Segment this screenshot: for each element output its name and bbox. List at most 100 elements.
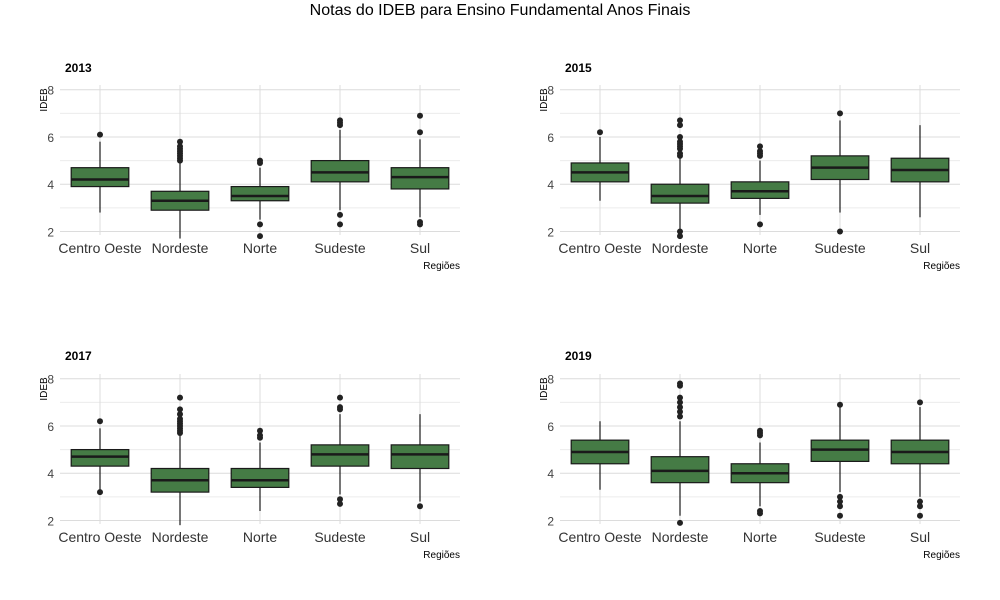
outlier-point (677, 404, 683, 411)
outlier-point (757, 143, 763, 150)
outlier-point (337, 404, 343, 411)
panel-title: 2019 (565, 349, 592, 363)
outlier-point (417, 503, 423, 510)
outlier-point (917, 503, 923, 510)
box-iqr (230, 467, 290, 488)
y-tick-label: 6 (547, 131, 554, 145)
box-norte (730, 143, 790, 228)
outlier-point (757, 221, 763, 228)
outlier-point (837, 498, 843, 505)
outlier-point (97, 418, 103, 425)
outlier-point (677, 138, 683, 145)
outlier-point (677, 150, 683, 157)
outlier-point (837, 401, 843, 408)
y-axis-label: IDEB (39, 88, 50, 112)
box-iqr (390, 444, 450, 470)
y-tick-label: 2 (547, 514, 554, 528)
box-sudeste (810, 110, 870, 235)
outlier-point (597, 129, 603, 136)
box-iqr (70, 167, 130, 188)
outlier-point (97, 489, 103, 496)
panel-2017: 2 4 6 8 2017 IDEB Regiões Centro Oeste Nordeste N… (39, 349, 460, 561)
x-tick-label: Nordeste (152, 240, 209, 256)
outlier-point (337, 394, 343, 401)
outlier-point (757, 427, 763, 434)
y-tick-label: 2 (547, 225, 554, 239)
box-centro-oeste (70, 131, 130, 213)
box-iqr (650, 183, 710, 204)
outlier-point (917, 512, 923, 519)
outlier-point (257, 432, 263, 439)
y-axis-label: IDEB (539, 377, 550, 401)
x-tick-label: Nordeste (652, 240, 709, 256)
outlier-point (417, 112, 423, 119)
outlier-point (337, 211, 343, 218)
outlier-point (417, 129, 423, 136)
outlier-point (837, 110, 843, 117)
box-sudeste (810, 401, 870, 519)
outlier-point (257, 221, 263, 228)
outlier-point (677, 233, 683, 240)
panel-2013: 2 4 6 8 2013 IDEB Regiões Centro Oeste Nordeste N… (39, 61, 460, 272)
x-tick-label: Sudeste (314, 529, 366, 545)
outlier-point (837, 228, 843, 235)
box-norte (230, 157, 290, 240)
x-tick-label: Sul (910, 240, 930, 256)
outlier-point (677, 394, 683, 401)
panel-title: 2013 (65, 61, 92, 75)
x-tick-label: Norte (243, 240, 277, 256)
y-axis-label: IDEB (39, 377, 50, 401)
y-tick-label: 6 (47, 420, 54, 434)
x-tick-label: Sudeste (814, 529, 866, 545)
box-iqr (230, 185, 290, 202)
outlier-point (917, 498, 923, 505)
outlier-point (337, 117, 343, 124)
box-nordeste (150, 394, 210, 526)
outlier-point (677, 122, 683, 129)
box-sul (390, 414, 450, 510)
outlier-point (257, 427, 263, 434)
outlier-point (337, 496, 343, 503)
y-tick-label: 6 (547, 420, 554, 434)
x-tick-label: Centro Oeste (558, 240, 641, 256)
panel-2015: 2 4 6 8 2015 IDEB Regiões Centro Oeste Nordeste N… (539, 61, 960, 272)
box-nordeste (150, 138, 210, 239)
outlier-point (177, 394, 183, 401)
x-axis-label: Regiões (923, 261, 960, 272)
x-tick-label: Centro Oeste (558, 529, 641, 545)
outlier-point (97, 131, 103, 138)
y-tick-label: 8 (47, 84, 54, 98)
outlier-point (257, 157, 263, 164)
box-sudeste (310, 117, 370, 228)
y-tick-label: 4 (547, 467, 554, 481)
x-tick-label: Sul (910, 529, 930, 545)
outlier-point (677, 519, 683, 526)
outlier-point (837, 493, 843, 500)
outlier-point (677, 117, 683, 124)
outlier-point (677, 228, 683, 235)
outlier-point (677, 408, 683, 415)
box-sul (390, 112, 450, 228)
outlier-point (757, 510, 763, 517)
box-centro-oeste (70, 418, 130, 496)
y-tick-label: 8 (547, 373, 554, 387)
panel-2019: 2 4 6 8 2019 IDEB Regiões Centro Oeste Nordeste N… (539, 349, 960, 561)
x-tick-label: Sul (410, 529, 430, 545)
outlier-point (337, 500, 343, 507)
box-nordeste (650, 117, 710, 240)
box-centro-oeste (570, 421, 630, 490)
outlier-point (677, 413, 683, 420)
y-tick-label: 2 (47, 225, 54, 239)
x-tick-label: Norte (243, 529, 277, 545)
outlier-point (177, 406, 183, 413)
panel-title: 2017 (65, 349, 92, 363)
box-centro-oeste (570, 129, 630, 201)
outlier-point (677, 133, 683, 140)
x-tick-label: Sul (410, 240, 430, 256)
x-tick-label: Nordeste (652, 529, 709, 545)
outlier-point (417, 221, 423, 228)
y-tick-label: 2 (47, 514, 54, 528)
outlier-point (177, 415, 183, 422)
box-sul (890, 399, 950, 519)
x-tick-label: Sudeste (814, 240, 866, 256)
